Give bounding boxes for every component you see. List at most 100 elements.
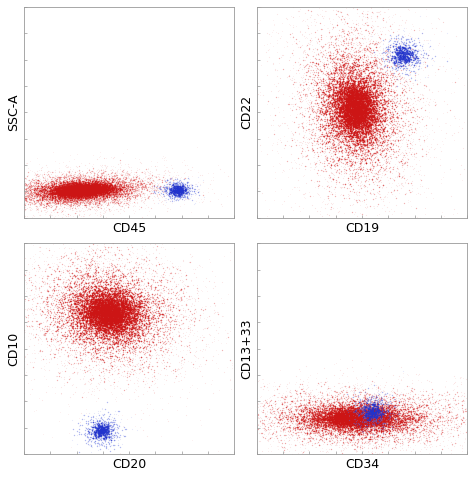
- Point: [38, 194, 46, 202]
- Point: [361, 114, 368, 121]
- Point: [113, 298, 120, 305]
- Point: [100, 191, 108, 198]
- Point: [52, 194, 59, 202]
- Point: [90, 413, 97, 421]
- Point: [73, 322, 80, 329]
- Point: [68, 198, 76, 206]
- Point: [120, 322, 128, 330]
- Point: [75, 181, 82, 189]
- Point: [441, 419, 449, 426]
- Point: [91, 324, 98, 332]
- Point: [354, 109, 361, 117]
- Point: [352, 411, 360, 419]
- Point: [79, 187, 86, 195]
- Point: [373, 412, 380, 419]
- Point: [342, 113, 350, 121]
- Point: [330, 417, 337, 425]
- Point: [372, 82, 379, 89]
- Point: [65, 194, 73, 201]
- Point: [364, 396, 371, 404]
- Point: [62, 174, 70, 182]
- Point: [81, 185, 89, 193]
- Point: [223, 222, 231, 229]
- Point: [366, 406, 374, 413]
- Point: [385, 414, 392, 422]
- Point: [52, 180, 60, 188]
- Point: [126, 176, 134, 184]
- Point: [406, 408, 413, 415]
- Point: [341, 112, 349, 120]
- Point: [19, 295, 27, 303]
- Point: [392, 416, 400, 424]
- Point: [385, 438, 393, 445]
- Point: [94, 186, 102, 194]
- Point: [130, 304, 137, 312]
- Point: [91, 177, 99, 185]
- Point: [336, 54, 344, 62]
- Point: [353, 417, 361, 424]
- Point: [118, 328, 125, 336]
- Point: [70, 186, 77, 194]
- Point: [350, 58, 357, 65]
- Point: [346, 69, 353, 76]
- Point: [323, 440, 331, 447]
- Point: [388, 418, 395, 426]
- Point: [376, 418, 383, 426]
- Point: [390, 388, 398, 395]
- Point: [380, 46, 387, 54]
- Point: [80, 184, 88, 191]
- Point: [182, 350, 190, 358]
- Point: [83, 329, 91, 337]
- Point: [179, 159, 186, 166]
- Point: [123, 302, 130, 310]
- Point: [115, 434, 122, 441]
- Point: [73, 334, 81, 342]
- Point: [372, 43, 380, 51]
- Point: [324, 407, 331, 415]
- Point: [74, 188, 82, 196]
- Point: [38, 187, 46, 195]
- Point: [87, 197, 94, 205]
- Point: [361, 127, 369, 134]
- Point: [210, 334, 217, 341]
- Point: [115, 345, 123, 352]
- Point: [346, 411, 354, 419]
- Point: [24, 189, 32, 196]
- Point: [354, 87, 361, 95]
- Point: [361, 64, 368, 72]
- Point: [222, 410, 230, 417]
- Point: [115, 311, 123, 319]
- Point: [326, 41, 333, 49]
- Point: [341, 407, 349, 414]
- Point: [328, 129, 336, 137]
- Point: [350, 415, 358, 423]
- Point: [81, 182, 89, 190]
- Point: [292, 426, 299, 434]
- Point: [364, 412, 372, 419]
- Point: [104, 304, 112, 311]
- Point: [329, 139, 337, 146]
- Point: [389, 47, 397, 55]
- Point: [61, 189, 69, 196]
- Point: [346, 410, 353, 417]
- Point: [36, 283, 43, 291]
- Point: [372, 429, 380, 437]
- Point: [148, 187, 155, 195]
- Point: [351, 391, 358, 399]
- Point: [373, 428, 381, 435]
- Point: [359, 91, 367, 98]
- Point: [419, 413, 427, 421]
- Point: [66, 185, 73, 193]
- Point: [44, 312, 51, 320]
- Point: [75, 188, 82, 196]
- Point: [336, 405, 344, 413]
- Point: [124, 172, 131, 180]
- Point: [346, 112, 353, 120]
- Point: [73, 185, 81, 193]
- Point: [94, 185, 102, 192]
- Point: [445, 407, 452, 414]
- Point: [100, 309, 107, 316]
- Point: [45, 193, 52, 201]
- Point: [386, 75, 394, 82]
- Point: [96, 189, 104, 197]
